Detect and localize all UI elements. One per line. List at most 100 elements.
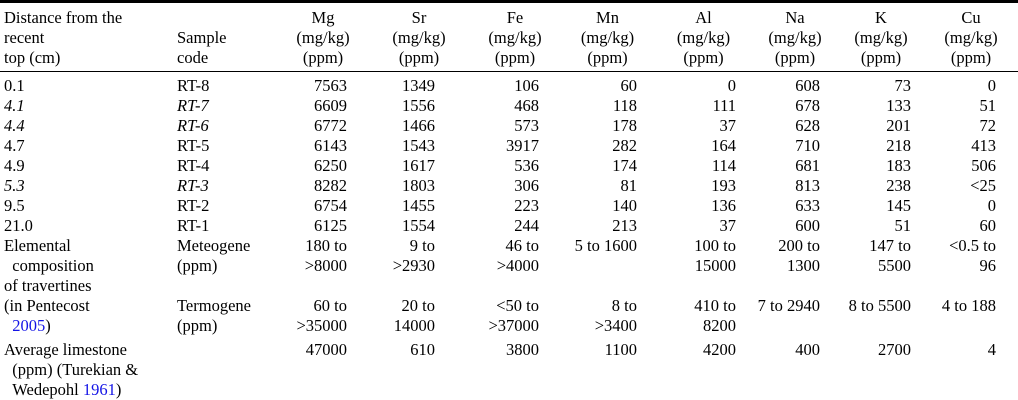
- range-cell: 180 to >8000: [304, 236, 347, 275]
- table-row: 21.0 RT-1 6125 1554 244 213 37 600 51 60: [0, 216, 1018, 236]
- sample-code-cell: RT-3: [177, 176, 209, 195]
- value-cell: 6772: [314, 116, 347, 135]
- value-cell: 573: [514, 116, 539, 135]
- travertine-label-text: Elemental composition of travertines (in…: [4, 236, 94, 315]
- value-cell: 223: [514, 196, 539, 215]
- value-cell: 633: [795, 196, 820, 215]
- value-cell: 213: [612, 216, 637, 235]
- header-row: Distance from the recent top (cm) Sample…: [0, 1, 1018, 72]
- value-cell: 3800: [506, 340, 539, 359]
- header-element-k: K (mg/kg) (ppm): [838, 1, 924, 72]
- value-cell: 238: [886, 176, 911, 195]
- element-unit: (mg/kg) (ppm): [676, 28, 731, 67]
- value-cell: 118: [612, 96, 637, 115]
- value-cell: 536: [514, 156, 539, 175]
- element-unit: (mg/kg) (ppm): [854, 28, 908, 67]
- element-symbol: Na: [785, 8, 805, 27]
- value-cell: 413: [971, 136, 996, 155]
- citation-link-turekian-wedepohl-1961[interactable]: 1961: [82, 380, 116, 399]
- value-cell: 6754: [314, 196, 347, 215]
- header-element-al: Al (mg/kg) (ppm): [655, 1, 752, 72]
- table-row: 0.1 RT-8 7563 1349 106 60 0 608 73 0: [0, 72, 1018, 97]
- element-unit: (mg/kg) (ppm): [392, 28, 446, 67]
- value-cell: 1455: [402, 196, 435, 215]
- value-cell: 468: [514, 96, 539, 115]
- range-cell: 8 to 5500: [848, 296, 911, 315]
- range-cell: 100 to 15000: [694, 236, 736, 275]
- limestone-label-text: Average limestone (ppm) (Turekian & Wede…: [4, 340, 139, 399]
- header-sample-code-label: Sample code: [177, 28, 227, 67]
- value-cell: 306: [514, 176, 539, 195]
- distance-cell: 4.4: [4, 116, 25, 135]
- element-unit: (mg/kg) (ppm): [768, 28, 822, 67]
- value-cell: 6609: [314, 96, 347, 115]
- value-cell: 6250: [314, 156, 347, 175]
- element-symbol: Fe: [506, 8, 524, 27]
- value-cell: 72: [979, 116, 997, 135]
- value-cell: 37: [719, 116, 737, 135]
- header-element-cu: Cu (mg/kg) (ppm): [924, 1, 1018, 72]
- distance-cell: 4.7: [4, 136, 25, 155]
- value-cell: 628: [795, 116, 820, 135]
- range-cell: 147 to 5500: [869, 236, 911, 275]
- range-cell: 9 to >2930: [392, 236, 435, 275]
- value-cell: 7563: [314, 76, 347, 95]
- value-cell: 282: [612, 136, 637, 155]
- value-cell: 0: [987, 76, 996, 95]
- value-cell: 1554: [402, 216, 435, 235]
- sample-code-cell: RT-1: [177, 216, 210, 235]
- value-cell: 51: [894, 216, 912, 235]
- value-cell: 145: [886, 196, 911, 215]
- limestone-label-close: ): [115, 380, 122, 399]
- value-cell: 183: [886, 156, 911, 175]
- value-cell: 506: [971, 156, 996, 175]
- value-cell: 133: [886, 96, 911, 115]
- value-cell: 1617: [402, 156, 435, 175]
- range-cell: 200 to 1300: [778, 236, 820, 275]
- value-cell: 600: [795, 216, 820, 235]
- sample-code-cell: RT-6: [177, 116, 209, 135]
- value-cell: 47000: [305, 340, 347, 359]
- table-row: 9.5 RT-2 6754 1455 223 140 136 633 145 0: [0, 196, 1018, 216]
- element-symbol: K: [875, 8, 887, 27]
- limestone-row: Average limestone (ppm) (Turekian & Wede…: [0, 340, 1018, 400]
- value-cell: 1543: [402, 136, 435, 155]
- value-cell: 73: [894, 76, 912, 95]
- element-unit: (mg/kg) (ppm): [580, 28, 635, 67]
- value-cell: 608: [795, 76, 820, 95]
- value-cell: 1100: [604, 340, 637, 359]
- value-cell: 1466: [402, 116, 435, 135]
- range-cell: <50 to >37000: [488, 296, 539, 335]
- header-element-sr: Sr (mg/kg) (ppm): [368, 1, 470, 72]
- value-cell: 1349: [402, 76, 435, 95]
- value-cell: 4200: [703, 340, 736, 359]
- range-cell: 20 to 14000: [393, 296, 435, 335]
- value-cell: 111: [712, 96, 736, 115]
- value-cell: 0: [987, 196, 996, 215]
- header-element-na: Na (mg/kg) (ppm): [752, 1, 838, 72]
- sample-code-cell: RT-4: [177, 156, 210, 175]
- value-cell: 164: [711, 136, 736, 155]
- citation-link-pentecost-2005[interactable]: 2005: [12, 316, 46, 335]
- distance-cell: 21.0: [4, 216, 33, 235]
- range-cell: <0.5 to 96: [949, 236, 996, 275]
- element-symbol: Sr: [411, 8, 427, 27]
- sample-code-cell: RT-8: [177, 76, 210, 95]
- distance-cell: 9.5: [4, 196, 25, 215]
- value-cell: 678: [795, 96, 820, 115]
- value-cell: 178: [612, 116, 637, 135]
- range-cell: 4 to 188: [941, 296, 996, 315]
- meteogene-code-cell: Meteogene (ppm): [177, 236, 251, 275]
- value-cell: 140: [612, 196, 637, 215]
- range-cell: 410 to 8200: [694, 296, 736, 335]
- value-cell: 1803: [402, 176, 435, 195]
- value-cell: 60: [620, 76, 638, 95]
- value-cell: 244: [514, 216, 539, 235]
- value-cell: 813: [795, 176, 820, 195]
- value-cell: 4: [987, 340, 996, 359]
- header-element-fe: Fe (mg/kg) (ppm): [470, 1, 560, 72]
- header-element-mn: Mn (mg/kg) (ppm): [560, 1, 655, 72]
- value-cell: 1556: [402, 96, 435, 115]
